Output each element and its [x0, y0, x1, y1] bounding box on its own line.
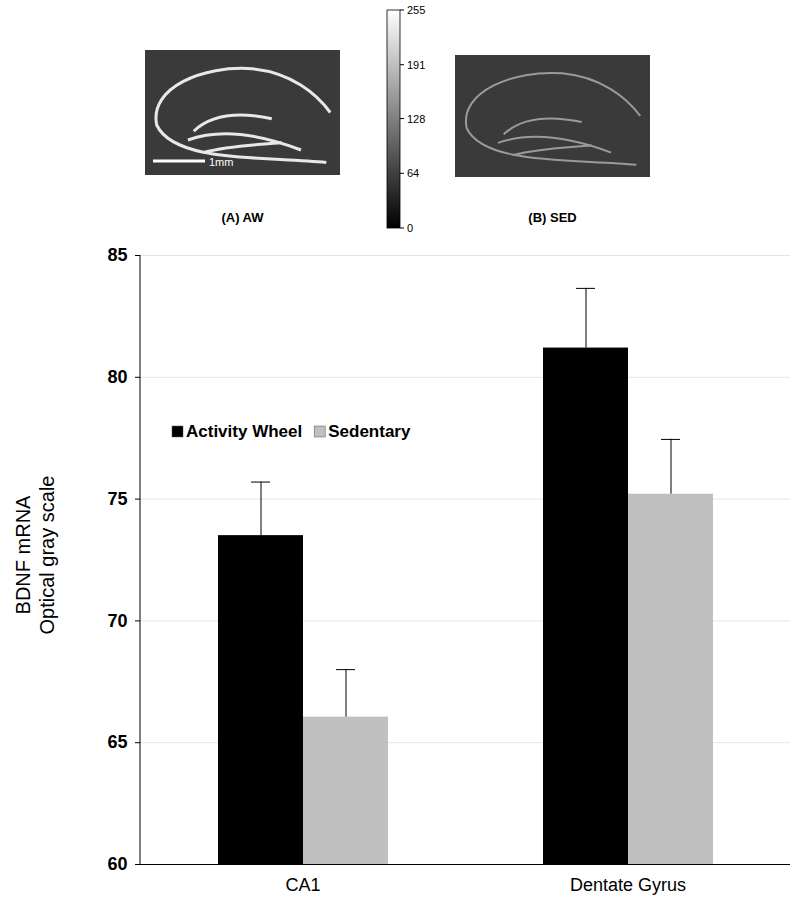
- svg-text:191: 191: [407, 59, 425, 71]
- svg-text:65: 65: [107, 732, 127, 752]
- svg-text:60: 60: [107, 854, 127, 874]
- svg-text:64: 64: [407, 167, 419, 179]
- svg-text:0: 0: [407, 222, 413, 234]
- svg-text:75: 75: [107, 489, 127, 509]
- svg-text:CA1: CA1: [285, 875, 320, 895]
- svg-text:85: 85: [107, 245, 127, 265]
- svg-text:BDNF mRNAOptical gray scale: BDNF mRNAOptical gray scale: [12, 476, 58, 635]
- svg-text:Activity Wheel: Activity Wheel: [186, 422, 302, 441]
- svg-text:(B) SED: (B) SED: [528, 210, 576, 225]
- svg-text:70: 70: [107, 611, 127, 631]
- svg-text:(A) AW: (A) AW: [221, 210, 264, 225]
- svg-text:Dentate Gyrus: Dentate Gyrus: [570, 875, 686, 895]
- svg-text:128: 128: [407, 113, 425, 125]
- svg-text:1mm: 1mm: [209, 156, 233, 168]
- svg-text:255: 255: [407, 4, 425, 16]
- svg-text:80: 80: [107, 367, 127, 387]
- svg-text:Sedentary: Sedentary: [328, 422, 411, 441]
